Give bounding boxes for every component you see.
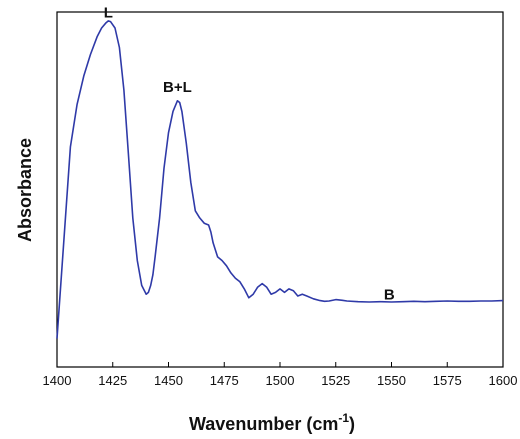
x-tick-label: 1525 [321,373,350,388]
x-tick-label: 1550 [377,373,406,388]
plot-area [56,11,504,368]
x-axis-tick-labels: 1400 1425 1450 1475 1500 1525 1550 1575 1600 [43,373,518,388]
x-tick-label: 1475 [210,373,239,388]
x-axis-title: Wavenumber (cm-1) [189,411,355,434]
x-tick-label: 1425 [98,373,127,388]
x-tick-label: 1400 [43,373,72,388]
x-tick-label: 1450 [154,373,183,388]
peak-label: L [104,4,113,21]
peak-annotations: L B+L B [104,4,395,303]
x-tick-label: 1500 [266,373,295,388]
plot-border [56,11,504,368]
series-line [56,20,504,339]
x-tick-label: 1575 [433,373,462,388]
peak-label: B+L [163,79,192,96]
x-tick-label: 1600 [489,373,518,388]
y-axis-title: Absorbance [15,138,35,242]
x-axis-ticks [56,362,504,367]
peak-label: B [384,287,395,304]
